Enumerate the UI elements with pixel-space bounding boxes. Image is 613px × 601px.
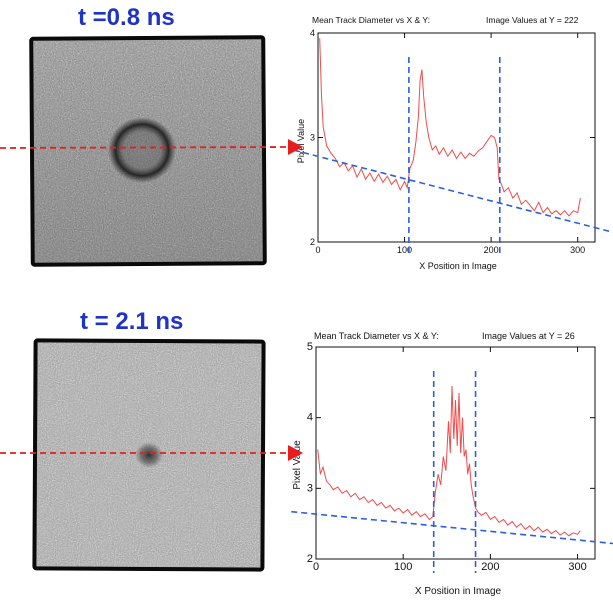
x-tick-label: 0	[313, 561, 319, 573]
y-tick-label: 3	[307, 482, 313, 494]
data-series-line	[319, 38, 581, 217]
baseline-trend-line	[291, 510, 613, 545]
chart-image-values-top: Image Values at Y = 222	[486, 15, 579, 25]
y-tick-label: 2	[310, 237, 315, 247]
x-tick-label: 200	[484, 245, 499, 255]
plot-frame	[317, 32, 596, 243]
chart-title-top: Mean Track Diameter vs X & Y:	[312, 15, 430, 25]
time-label-top: t =0.8 ns	[78, 4, 175, 31]
x-tick-label: 300	[568, 561, 586, 573]
x-tick-label: 300	[570, 245, 585, 255]
y-axis-label-top: Pixel Value	[296, 119, 306, 163]
arrow-head-bottom	[288, 445, 303, 461]
scan-line-marker-bottom	[0, 445, 303, 461]
baseline-trend-line	[293, 149, 613, 234]
y-tick-label: 5	[307, 341, 313, 353]
y-tick-label: 4	[307, 412, 313, 424]
time-label-bottom: t = 2.1 ns	[80, 308, 184, 335]
film-image-top	[29, 35, 267, 267]
chart-bottom: 0 100 200 300 2 3 4 5	[291, 341, 613, 573]
y-tick-label: 4	[310, 28, 315, 38]
data-series-line	[317, 385, 581, 537]
chart-image-values-bottom: Image Values at Y = 26	[482, 331, 575, 341]
chart-top: 0 100 200 300 2 3 4	[293, 28, 613, 256]
arrow-head-top	[288, 139, 303, 155]
x-axis-label-bottom: X Position in Image	[415, 586, 502, 597]
x-tick-label: 200	[481, 561, 499, 573]
plot-frame	[315, 346, 596, 560]
x-tick-label: 100	[397, 245, 412, 255]
y-axis-label-bottom: Pixel Value	[292, 440, 303, 490]
y-tick-label: 2	[307, 553, 313, 565]
scan-line-marker-top	[0, 139, 303, 155]
x-tick-label: 0	[315, 245, 320, 255]
film-image-bottom	[32, 338, 266, 572]
film-texture-top	[33, 39, 263, 263]
y-tick-label: 3	[310, 133, 315, 143]
film-texture-bottom	[36, 342, 262, 568]
x-tick-label: 100	[394, 561, 412, 573]
chart-title-bottom: Mean Track Diameter vs X & Y:	[314, 331, 439, 341]
x-axis-label-top: X Position in Image	[419, 261, 497, 271]
